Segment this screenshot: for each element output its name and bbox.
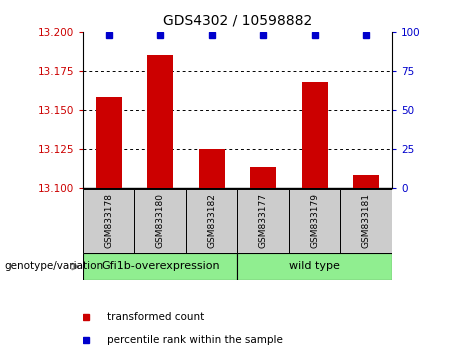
Title: GDS4302 / 10598882: GDS4302 / 10598882 bbox=[163, 14, 312, 28]
Text: percentile rank within the sample: percentile rank within the sample bbox=[107, 335, 283, 346]
Bar bbox=[250, 167, 276, 188]
FancyBboxPatch shape bbox=[237, 253, 392, 280]
Text: Gfi1b-overexpression: Gfi1b-overexpression bbox=[101, 261, 219, 272]
Text: wild type: wild type bbox=[289, 261, 340, 272]
Text: GSM833177: GSM833177 bbox=[259, 193, 268, 249]
FancyBboxPatch shape bbox=[83, 253, 237, 280]
Text: transformed count: transformed count bbox=[107, 312, 204, 322]
FancyBboxPatch shape bbox=[83, 189, 135, 253]
FancyBboxPatch shape bbox=[340, 189, 392, 253]
Bar bbox=[353, 175, 379, 188]
Bar bbox=[148, 55, 173, 188]
Text: genotype/variation: genotype/variation bbox=[5, 261, 104, 271]
Bar bbox=[199, 149, 225, 188]
Bar bbox=[302, 82, 327, 188]
FancyBboxPatch shape bbox=[135, 189, 186, 253]
Text: GSM833182: GSM833182 bbox=[207, 193, 216, 249]
Text: GSM833181: GSM833181 bbox=[361, 193, 371, 249]
FancyBboxPatch shape bbox=[289, 189, 340, 253]
Text: GSM833179: GSM833179 bbox=[310, 193, 319, 249]
FancyBboxPatch shape bbox=[186, 189, 237, 253]
Text: GSM833180: GSM833180 bbox=[156, 193, 165, 249]
Text: GSM833178: GSM833178 bbox=[104, 193, 113, 249]
FancyBboxPatch shape bbox=[237, 189, 289, 253]
Bar bbox=[96, 97, 122, 188]
